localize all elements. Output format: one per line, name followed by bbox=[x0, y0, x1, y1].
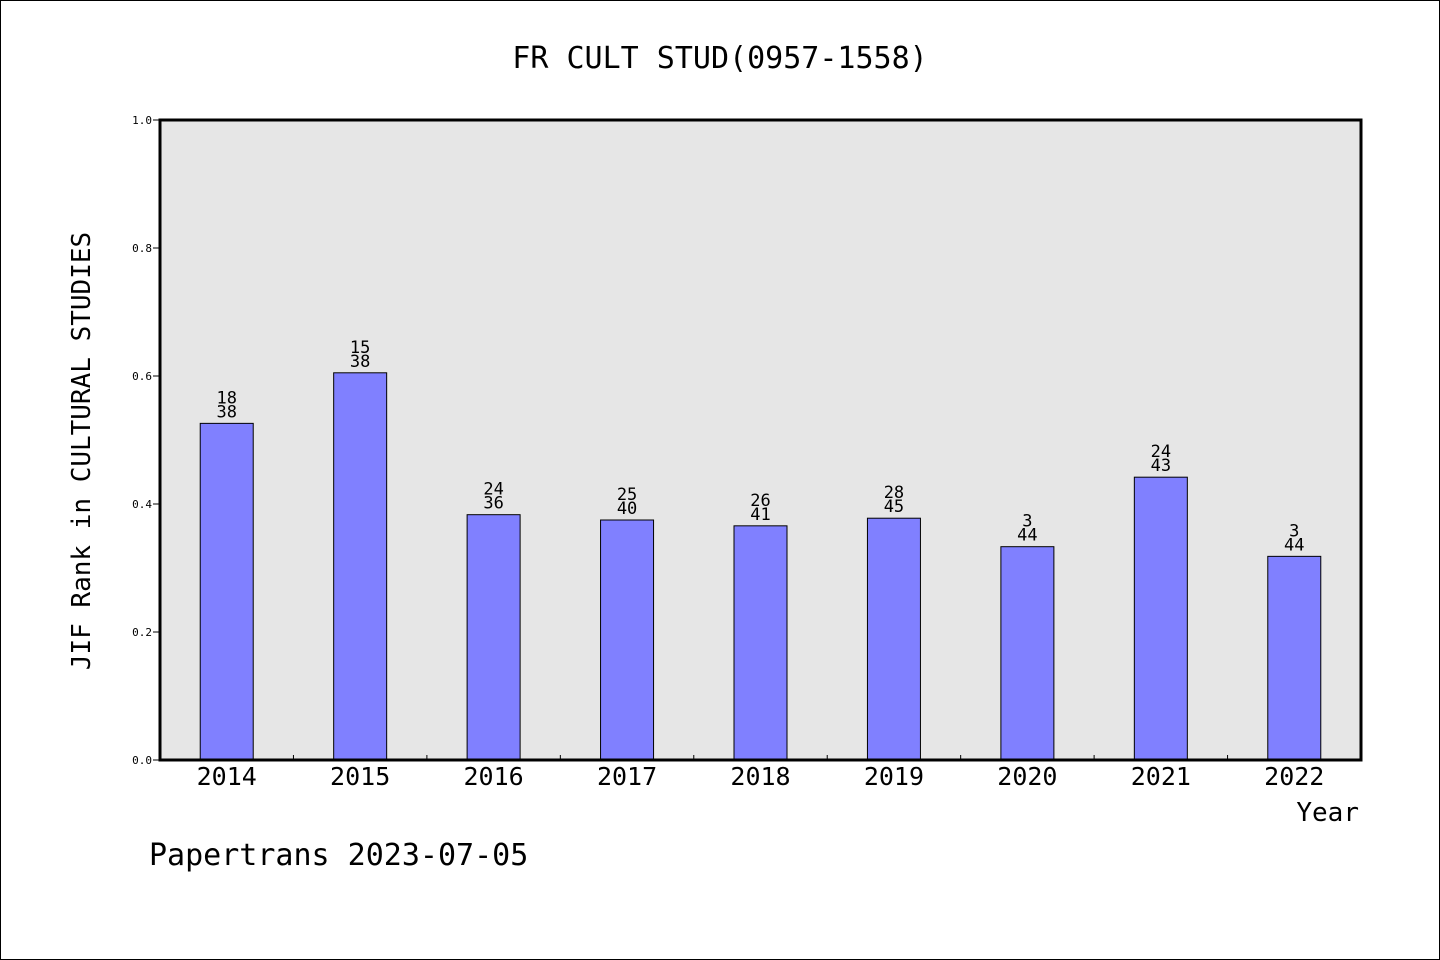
bar bbox=[1133, 476, 1188, 761]
bar-rank-label: 24 bbox=[1151, 442, 1171, 462]
plot-area: 0.00.20.40.60.81.01838201415382015243620… bbox=[132, 114, 1363, 791]
x-axis-label: Year bbox=[1296, 798, 1359, 828]
x-tick-label: 2022 bbox=[1264, 762, 1324, 791]
bar bbox=[1267, 555, 1322, 761]
bar-total-label: 40 bbox=[617, 499, 637, 519]
bar-rank-label: 3 bbox=[1022, 512, 1032, 532]
bar-rank-label: 24 bbox=[483, 480, 503, 500]
y-tick-label: 0.2 bbox=[132, 626, 152, 639]
y-tick-label: 0.8 bbox=[132, 242, 152, 255]
x-tick-label: 2014 bbox=[197, 762, 257, 791]
bar-total-label: 38 bbox=[216, 402, 236, 422]
y-tick-label: 0.0 bbox=[132, 754, 152, 767]
bar-total-label: 41 bbox=[750, 505, 770, 525]
y-axis-label: JIF Rank in CULTURAL STUDIES bbox=[67, 232, 97, 670]
chart-title: FR CULT STUD(0957-1558) bbox=[512, 41, 927, 76]
bar-total-label: 45 bbox=[884, 497, 904, 517]
bar-total-label: 44 bbox=[1284, 535, 1304, 555]
footer-credit: Papertrans 2023-07-05 bbox=[149, 838, 528, 873]
bar-total-label: 36 bbox=[483, 494, 503, 514]
bar bbox=[600, 519, 655, 761]
x-tick-label: 2017 bbox=[597, 762, 657, 791]
bar-rank-label: 28 bbox=[884, 483, 904, 503]
bar bbox=[733, 525, 788, 761]
bar-rank-label: 3 bbox=[1289, 521, 1299, 541]
y-tick-label: 1.0 bbox=[132, 114, 152, 127]
bar-total-label: 43 bbox=[1151, 456, 1171, 476]
plot-border bbox=[158, 118, 1363, 762]
x-tick-label: 2018 bbox=[730, 762, 790, 791]
x-tick-label: 2016 bbox=[464, 762, 524, 791]
bar bbox=[333, 372, 388, 761]
y-tick-label: 0.6 bbox=[132, 370, 152, 383]
x-tick-label: 2019 bbox=[864, 762, 924, 791]
bar-rank-label: 18 bbox=[216, 388, 236, 408]
x-tick-label: 2021 bbox=[1131, 762, 1191, 791]
x-tick-label: 2020 bbox=[997, 762, 1057, 791]
y-tick-label: 0.4 bbox=[132, 498, 152, 511]
bar-rank-label: 25 bbox=[617, 485, 637, 505]
bar bbox=[866, 517, 921, 761]
bar bbox=[466, 514, 521, 761]
x-tick-label: 2015 bbox=[330, 762, 390, 791]
bar-rank-label: 15 bbox=[350, 338, 370, 358]
bar-total-label: 38 bbox=[350, 352, 370, 372]
bar-total-label: 44 bbox=[1017, 526, 1037, 546]
bar bbox=[199, 422, 254, 761]
bar bbox=[1000, 546, 1055, 761]
bar-rank-label: 26 bbox=[750, 491, 770, 511]
